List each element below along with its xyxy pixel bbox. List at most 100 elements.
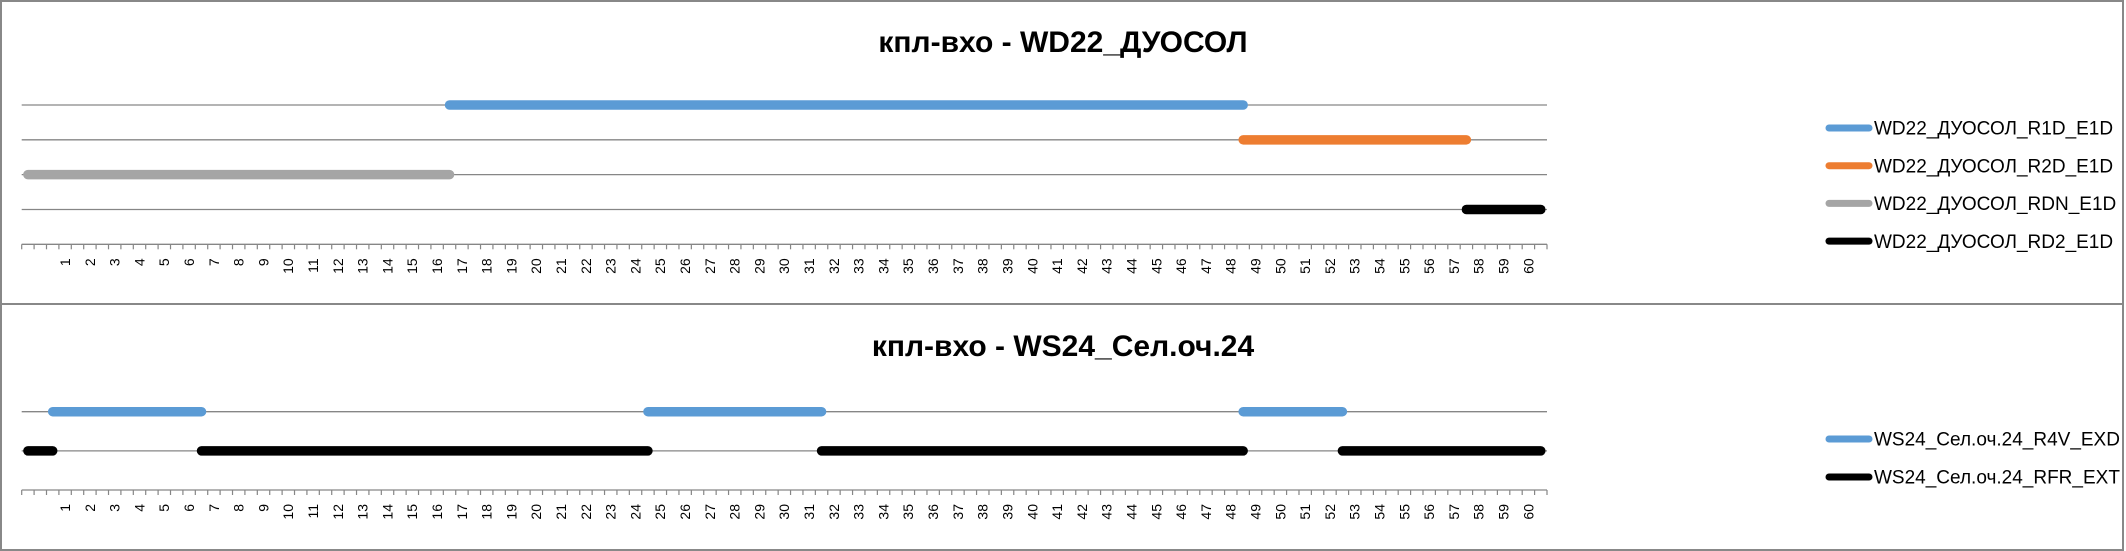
x-tick-label: 32	[826, 504, 842, 520]
legend-label: WS24_Сел.оч.24_R4V_EXD	[1874, 430, 2120, 451]
x-tick-label: 5	[156, 504, 172, 512]
x-tick-label: 46	[1173, 504, 1189, 520]
x-tick-label: 56	[1421, 504, 1437, 520]
x-tick-label: 27	[702, 258, 718, 274]
x-tick-label: 16	[429, 258, 445, 274]
x-tick-label: 42	[1074, 258, 1090, 274]
chart-border-top	[0, 0, 2124, 305]
x-tick-label: 52	[1322, 504, 1338, 520]
x-tick-label: 15	[404, 258, 420, 274]
x-tick-label: 31	[801, 258, 817, 274]
x-tick-label: 42	[1074, 504, 1090, 520]
x-tick-label: 51	[1297, 258, 1313, 274]
x-tick-label: 6	[181, 258, 197, 266]
x-tick-label: 13	[355, 504, 371, 520]
x-tick-label: 59	[1495, 258, 1511, 274]
x-tick-label: 18	[479, 504, 495, 520]
x-tick-label: 8	[231, 258, 247, 266]
x-tick-label: 4	[131, 258, 147, 266]
x-tick-label: 23	[603, 258, 619, 274]
x-tick-label: 14	[379, 504, 395, 520]
x-tick-label: 49	[1247, 504, 1263, 520]
x-tick-label: 59	[1495, 504, 1511, 520]
x-tick-label: 40	[1024, 258, 1040, 274]
x-tick-label: 50	[1272, 504, 1288, 520]
x-tick-label: 51	[1297, 504, 1313, 520]
x-tick-label: 36	[925, 504, 941, 520]
x-tick-label: 3	[107, 504, 123, 512]
x-tick-label: 60	[1520, 504, 1536, 520]
x-tick-label: 58	[1471, 258, 1487, 274]
x-tick-label: 55	[1396, 504, 1412, 520]
chart-title: кпл-вхо - WS24_Сел.оч.24	[872, 330, 1255, 363]
x-tick-label: 29	[751, 504, 767, 520]
x-tick-label: 47	[1198, 258, 1214, 274]
x-tick-label: 52	[1322, 258, 1338, 274]
x-tick-label: 30	[776, 504, 792, 520]
x-tick-label: 16	[429, 504, 445, 520]
x-tick-label: 12	[330, 504, 346, 520]
x-tick-label: 24	[627, 504, 643, 520]
x-tick-label: 6	[181, 504, 197, 512]
x-tick-label: 44	[1123, 258, 1139, 274]
x-tick-label: 19	[503, 504, 519, 520]
x-tick-label: 39	[999, 504, 1015, 520]
x-tick-label: 22	[578, 258, 594, 274]
x-tick-label: 20	[528, 258, 544, 274]
x-tick-label: 5	[156, 258, 172, 266]
x-tick-label: 28	[727, 504, 743, 520]
x-tick-label: 53	[1347, 504, 1363, 520]
x-tick-label: 53	[1347, 258, 1363, 274]
x-tick-label: 11	[305, 504, 321, 519]
legend-label: WD22_ДУОСОЛ_R2D_E1D	[1874, 156, 2113, 177]
x-tick-label: 24	[627, 258, 643, 274]
x-tick-label: 21	[553, 504, 569, 520]
x-tick-label: 41	[1049, 258, 1065, 274]
x-tick-label: 31	[801, 504, 817, 520]
x-tick-label: 45	[1148, 258, 1164, 274]
x-tick-label: 48	[1223, 258, 1239, 274]
x-tick-label: 2	[82, 258, 98, 266]
x-tick-label: 1	[57, 504, 73, 512]
legend: WS24_Сел.оч.24_R4V_EXD WS24_Сел.оч.24_RFR…	[1825, 430, 2120, 489]
plot-area: 1 2 3 4 5 6 7 8 9 10 11 12 13 14 15 16 17 18 19 20 21 22 23 24 2…	[21, 100, 1548, 274]
x-tick-label: 3	[107, 258, 123, 266]
x-tick-label: 54	[1371, 258, 1387, 274]
x-tick-label: 37	[950, 258, 966, 274]
x-tick-label: 19	[503, 258, 519, 274]
x-tick-label: 27	[702, 504, 718, 520]
x-tick-label: 9	[255, 504, 271, 512]
x-tick-label: 55	[1396, 258, 1412, 274]
x-tick-label: 34	[875, 258, 891, 274]
x-tick-label: 32	[826, 258, 842, 274]
chart-border-bottom	[0, 303, 2124, 551]
x-tick-label: 57	[1446, 504, 1462, 520]
x-tick-label: 34	[875, 504, 891, 520]
x-tick-label: 45	[1148, 504, 1164, 520]
x-tick-label: 41	[1049, 504, 1065, 520]
chart-bottom: кпл-вхо - WS24_Сел.оч.24 1 2 3 4 5 6 7 8 9 10 11 12…	[0, 303, 2124, 551]
x-tick-label: 10	[280, 258, 296, 274]
x-tick-label: 38	[975, 504, 991, 520]
x-tick-label: 30	[776, 258, 792, 274]
x-tick-label: 47	[1198, 504, 1214, 520]
x-tick-label: 38	[975, 258, 991, 274]
legend-label: WD22_ДУОСОЛ_R1D_E1D	[1874, 119, 2113, 140]
x-tick-label: 2	[82, 504, 98, 512]
x-tick-label: 8	[231, 504, 247, 512]
x-tick-label: 7	[206, 258, 222, 266]
chart-title: кпл-вхо - WD22_ДУОСОЛ	[878, 26, 1247, 59]
x-tick-label: 13	[355, 258, 371, 274]
x-tick-label: 26	[677, 258, 693, 274]
x-tick-label: 60	[1520, 258, 1536, 274]
x-tick-label: 7	[206, 504, 222, 512]
x-tick-label: 46	[1173, 258, 1189, 274]
x-tick-label: 25	[652, 504, 668, 520]
x-tick-label: 57	[1446, 258, 1462, 274]
x-tick-label: 56	[1421, 258, 1437, 274]
x-tick-label: 22	[578, 504, 594, 520]
legend-label: WD22_ДУОСОЛ_RDN_E1D	[1874, 194, 2116, 215]
x-tick-label: 1	[57, 258, 73, 266]
x-tick-label: 58	[1471, 504, 1487, 520]
